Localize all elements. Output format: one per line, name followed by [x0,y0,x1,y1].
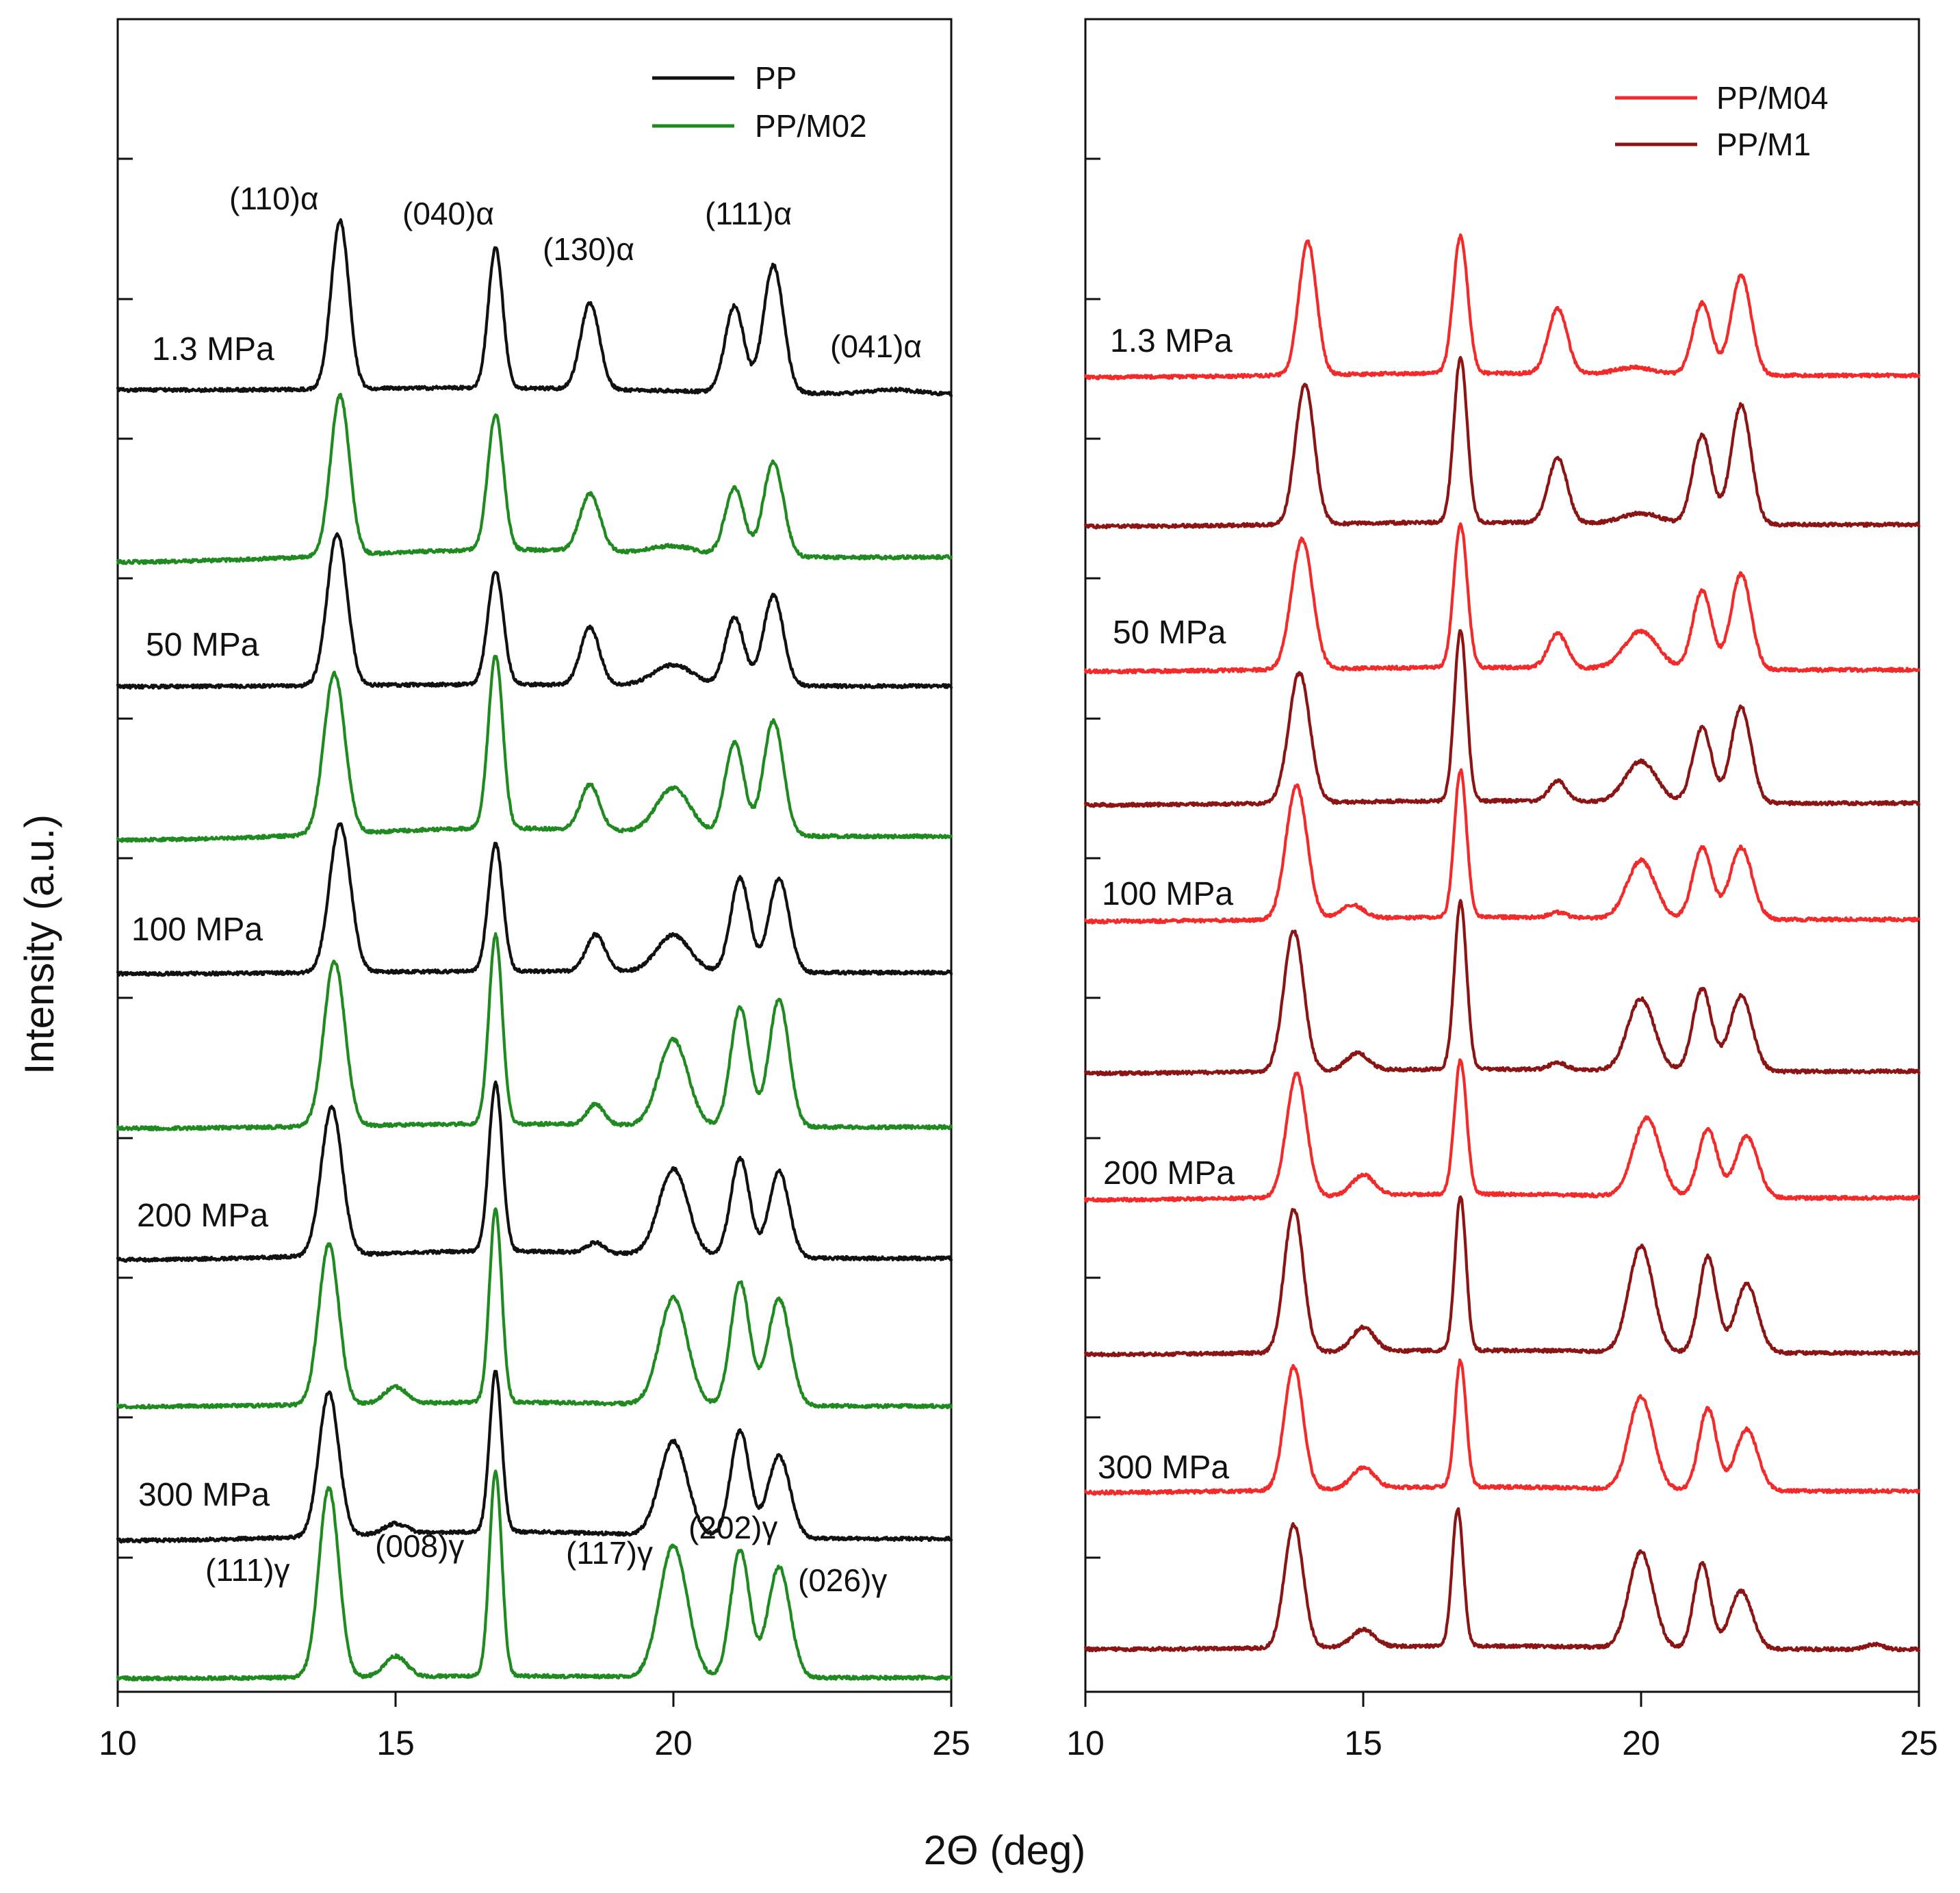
right-x-ticks: 10 15 20 25 [1066,1692,1938,1762]
xrd-curve-pp-m04-50-mpa [1083,522,1921,675]
x-tick-label: 20 [654,1724,693,1762]
xrd-curve-pp-m1-300-mpa [1083,1507,1921,1653]
pressure-label-1-3mpa: 1.3 MPa [1110,323,1233,359]
x-axis-label: 2Θ (deg) [924,1827,1086,1873]
pressure-label-200mpa: 200 MPa [1103,1155,1235,1192]
x-tick-label: 10 [99,1724,137,1762]
x-tick-label: 25 [932,1724,970,1762]
pressure-label-50mpa: 50 MPa [146,627,259,663]
pressure-label-100mpa: 100 MPa [1102,876,1233,912]
pressure-label-1-3mpa: 1.3 MPa [152,331,274,368]
gamma-reflection-labels: (111)γ (008)γ (117)γ (202)γ (026)γ [205,1510,887,1598]
x-tick-label: 15 [1344,1724,1382,1762]
legend-label-pp-m02: PP/M02 [755,108,867,144]
reflection-130-alpha: (130)α [543,231,634,267]
xrd-curve-pp-m04-100-mpa [1083,768,1921,925]
left-legend: PP PP/M02 [652,60,867,144]
right-panel: 10 15 20 25 PP/M04 PP/M1 1.3 MPa 50 MPa 100… [1066,18,1938,1762]
xrd-curve-pp-1-3-mpa [116,218,953,398]
reflection-026-gamma: (026)γ [798,1562,887,1598]
legend-label-pp-m04: PP/M04 [1716,80,1829,116]
xrd-curve-pp-m1-200-mpa [1083,1195,1921,1358]
xrd-curve-pp-200-mpa [116,1080,953,1263]
left-curves [116,218,953,1682]
reflection-202-gamma: (202)γ [688,1510,777,1545]
right-legend: PP/M04 PP/M1 [1615,80,1829,162]
xrd-curve-pp-m02-100-mpa [116,932,953,1132]
xrd-curve-pp-m02-50-mpa [116,654,953,843]
xrd-curve-pp-m04-1-3-mpa [1083,233,1921,381]
xrd-curve-pp-m04-300-mpa [1083,1358,1921,1496]
reflection-041-alpha: (041)α [830,329,922,364]
legend-label-pp: PP [755,60,797,96]
legend-label-pp-m1: PP/M1 [1716,127,1811,162]
reflection-111-alpha: (111)α [705,196,792,231]
reflection-117-gamma: (117)γ [566,1535,653,1571]
reflection-008-gamma: (008)γ [375,1528,464,1564]
reflection-040-alpha: (040)α [402,196,494,231]
right-plot-frame [1084,18,1920,1693]
xrd-curve-pp-m02-200-mpa [116,1207,953,1410]
left-panel: 10 15 20 25 PP PP/M02 1.3 MPa 50 MPa 100 MP… [99,18,970,1762]
reflection-111-gamma: (111)γ [205,1552,290,1588]
xrd-curve-pp-m02-300-mpa [116,1469,953,1682]
x-tick-label: 20 [1622,1724,1660,1762]
x-tick-label: 25 [1900,1724,1938,1762]
xrd-curve-pp-300-mpa [116,1369,953,1544]
xrd-curve-pp-100-mpa [116,822,953,977]
x-tick-label: 10 [1066,1724,1105,1762]
left-x-ticks: 10 15 20 25 [99,1692,970,1762]
xrd-curve-pp-m02-1-3-mpa [116,392,953,565]
right-pressure-labels: 1.3 MPa 50 MPa 100 MPa 200 MPa 300 MPa [1098,323,1235,1486]
pressure-label-200mpa: 200 MPa [137,1198,268,1234]
xrd-curve-pp-m04-200-mpa [1083,1058,1921,1203]
pressure-label-300mpa: 300 MPa [1098,1450,1229,1486]
left-pressure-labels: 1.3 MPa 50 MPa 100 MPa 200 MPa 300 MPa [131,331,274,1513]
left-y-ticks [118,18,133,1693]
pressure-label-50mpa: 50 MPa [1113,615,1226,651]
y-axis-label: Intensity (a.u.) [16,814,62,1074]
pressure-label-100mpa: 100 MPa [131,912,263,948]
left-plot-frame [116,18,953,1693]
x-tick-label: 15 [376,1724,415,1762]
reflection-110-alpha: (110)α [229,181,319,216]
right-y-ticks [1085,18,1100,1693]
xrd-curve-pp-m1-100-mpa [1083,899,1921,1077]
alpha-reflection-labels: (110)α (040)α (130)α (111)α (041)α [229,181,922,364]
xrd-curve-pp-m1-1-3-mpa [1083,356,1921,530]
xrd-curve-pp-50-mpa [116,532,953,690]
pressure-label-300mpa: 300 MPa [138,1477,270,1513]
xrd-curve-pp-m1-50-mpa [1083,629,1921,808]
right-curves [1083,233,1921,1653]
